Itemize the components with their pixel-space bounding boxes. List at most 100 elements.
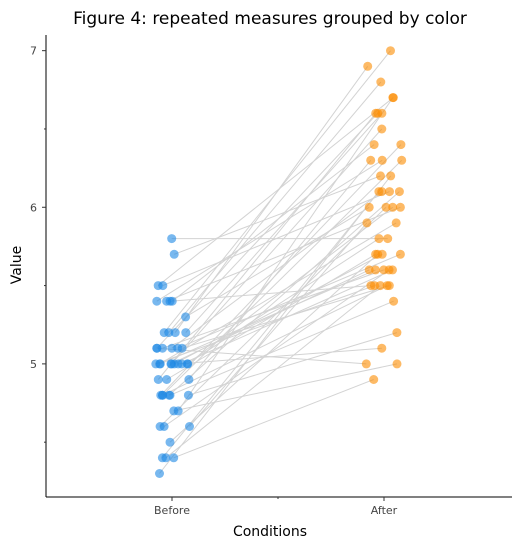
after-point	[377, 155, 387, 165]
after-point	[361, 359, 371, 369]
pair-line	[156, 347, 367, 365]
pair-line	[188, 332, 398, 396]
pair-line	[169, 253, 379, 443]
before-point	[159, 328, 169, 338]
after-point	[392, 359, 402, 369]
y-axis-title: Value	[9, 246, 25, 284]
before-point	[158, 390, 167, 400]
before-point	[185, 422, 194, 431]
pair-line	[168, 191, 400, 396]
pair-line	[171, 191, 383, 349]
after-point	[386, 46, 395, 56]
pair-line	[157, 97, 394, 286]
pair-line	[166, 206, 401, 302]
pair-line	[162, 269, 384, 349]
after-point	[371, 265, 380, 275]
after-point	[369, 140, 379, 150]
y-tick-label: 6	[30, 201, 37, 214]
before-point	[181, 328, 191, 338]
after-point	[391, 218, 401, 228]
pair-lines	[155, 50, 403, 474]
before-point	[164, 390, 174, 400]
pair-line	[188, 159, 372, 380]
pair-line	[162, 191, 390, 287]
pair-line	[159, 222, 397, 365]
before-point	[167, 234, 177, 244]
y-tick-label: 7	[30, 45, 37, 58]
after-point	[377, 108, 387, 118]
pair-line	[168, 81, 382, 333]
before-point	[161, 453, 171, 463]
x-tick-label: After	[371, 504, 398, 517]
pair-line	[173, 379, 374, 459]
y-axis-ticks: 5 6 7	[30, 45, 46, 443]
before-point	[155, 422, 165, 431]
before-point	[151, 359, 161, 369]
after-point	[382, 281, 392, 291]
pair-line	[162, 285, 388, 396]
after-point	[394, 187, 404, 197]
pair-line	[156, 159, 383, 302]
y-tick-label: 5	[30, 358, 37, 371]
pair-line	[189, 222, 368, 427]
pair-line	[177, 97, 394, 412]
pair-line	[187, 238, 380, 365]
before-point	[153, 375, 163, 384]
before-point	[173, 406, 183, 416]
before-point	[152, 296, 162, 306]
pair-line	[160, 144, 402, 396]
after-point	[364, 202, 374, 212]
after-point	[383, 234, 393, 244]
before-point	[155, 469, 164, 478]
before-point	[162, 296, 172, 306]
after-point	[388, 265, 397, 275]
after-point	[371, 108, 381, 118]
before-point	[182, 359, 192, 369]
after-point	[364, 265, 374, 275]
before-point	[184, 375, 194, 384]
before-point	[167, 343, 177, 353]
after-point	[395, 202, 405, 212]
pair-line	[156, 112, 379, 349]
after-point	[395, 249, 405, 259]
before-point	[158, 281, 168, 291]
pair-line	[174, 175, 381, 255]
pair-line	[163, 50, 391, 333]
after-point	[392, 328, 402, 338]
data-points	[151, 46, 407, 478]
after-point	[381, 202, 391, 212]
before-point	[169, 249, 179, 259]
pair-line	[181, 269, 393, 365]
x-tick-label: Before	[154, 504, 190, 517]
after-point	[388, 202, 398, 212]
after-point	[362, 218, 372, 228]
after-point	[377, 343, 387, 353]
pair-line	[171, 128, 383, 365]
after-point	[366, 155, 376, 165]
pair-line	[160, 269, 376, 365]
pair-line	[159, 175, 392, 474]
pair-line	[157, 112, 377, 380]
before-point	[152, 343, 162, 353]
after-point	[396, 140, 406, 150]
pair-line	[173, 363, 398, 412]
before-point	[166, 359, 176, 369]
after-point	[369, 375, 379, 384]
after-point	[377, 124, 387, 134]
after-point	[386, 171, 396, 181]
after-point	[374, 234, 384, 244]
x-axis-ticks: Before After	[154, 497, 398, 517]
before-point	[183, 390, 193, 400]
after-point	[385, 187, 394, 197]
before-point	[169, 453, 179, 463]
after-point	[375, 281, 385, 291]
pair-line	[163, 269, 390, 427]
before-point	[165, 437, 175, 447]
after-point	[397, 155, 407, 165]
after-point	[388, 93, 398, 103]
pair-line	[170, 269, 370, 365]
pair-line	[165, 285, 381, 459]
before-point	[170, 328, 180, 338]
pair-line	[162, 159, 403, 396]
